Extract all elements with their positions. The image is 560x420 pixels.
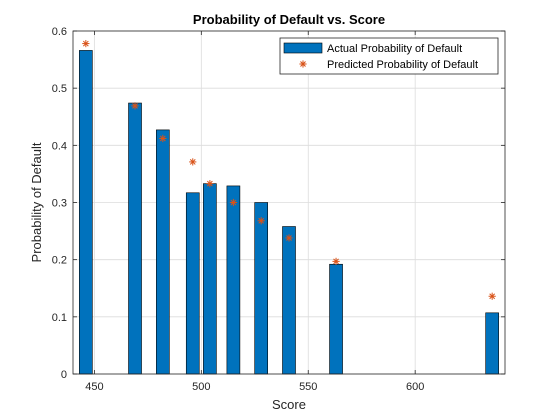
y-tick-label: 0.3 xyxy=(52,198,67,210)
legend-bar-swatch xyxy=(283,42,323,54)
bar-actual xyxy=(329,263,343,375)
legend-label-predicted: Predicted Probability of Default xyxy=(327,59,478,71)
marker-predicted xyxy=(257,217,265,225)
marker-predicted xyxy=(159,134,167,143)
bar-actual xyxy=(226,185,241,375)
x-tick-label: 550 xyxy=(299,381,317,393)
y-tick-label: 0.4 xyxy=(52,140,67,152)
x-tick-label: 600 xyxy=(406,381,424,393)
y-tick-label: 0.2 xyxy=(52,255,67,267)
marker-predicted xyxy=(131,102,139,110)
bar-actual xyxy=(485,312,499,375)
bar-actual xyxy=(79,50,93,375)
bar-actual xyxy=(282,226,296,375)
y-tick-label: 0.1 xyxy=(52,312,67,324)
x-tick-label: 500 xyxy=(192,381,210,393)
marker-predicted xyxy=(206,180,214,188)
marker-predicted xyxy=(285,234,293,242)
bar-actual xyxy=(156,129,170,375)
chart-title: Probability of Default vs. Score xyxy=(193,12,385,27)
bar-actual xyxy=(203,183,217,375)
marker-predicted xyxy=(488,292,496,300)
bar-actual xyxy=(185,192,200,375)
marker-layer xyxy=(82,39,496,300)
y-tick-label: 0 xyxy=(61,369,67,381)
marker-predicted xyxy=(189,158,197,166)
x-axis-label: Score xyxy=(272,397,306,412)
x-tick-label: 450 xyxy=(85,381,103,393)
bar-actual xyxy=(128,102,142,375)
y-tick-label: 0.6 xyxy=(52,26,67,38)
marker-predicted xyxy=(82,39,90,48)
legend: Actual Probability of Default Predicted … xyxy=(279,37,499,75)
legend-marker-swatch xyxy=(299,60,307,68)
legend-label-actual: Actual Probability of Default xyxy=(327,43,462,55)
y-axis-label: Probability of Default xyxy=(29,142,44,262)
bar-actual xyxy=(254,202,268,375)
marker-predicted xyxy=(229,198,237,207)
tick-layer: 450 500 550 600 0 0.1 0.2 0.3 0.4 0.5 0.6 xyxy=(52,26,505,393)
legend-star-icon xyxy=(299,60,307,68)
y-tick-label: 0.5 xyxy=(52,83,67,95)
marker-predicted xyxy=(332,257,340,265)
